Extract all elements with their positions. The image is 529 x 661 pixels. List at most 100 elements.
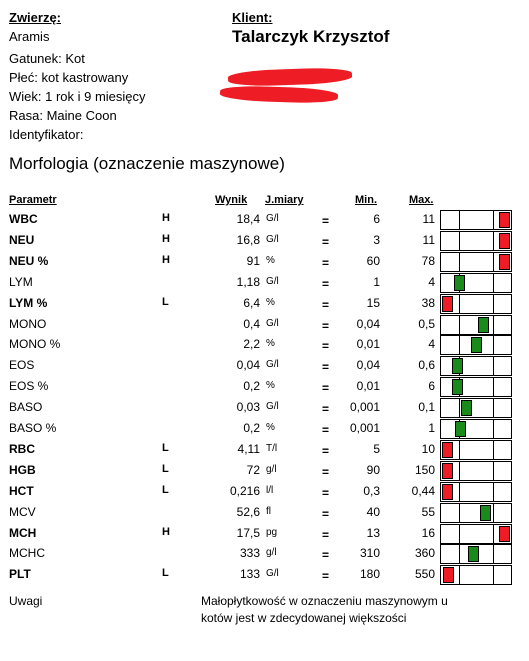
range-indicator bbox=[440, 230, 512, 251]
unit: G/l bbox=[266, 213, 279, 224]
result-value: 16,8 bbox=[236, 232, 260, 247]
animal-name: Aramis bbox=[9, 29, 50, 44]
flag-indicator: L bbox=[162, 441, 169, 454]
range-marker bbox=[451, 358, 463, 375]
result-value: 6,4 bbox=[243, 295, 260, 310]
result-value: 333 bbox=[239, 546, 260, 561]
table-row: HGB L 72 g/l = 90 150 bbox=[0, 460, 529, 481]
flag-indicator: H bbox=[162, 232, 170, 245]
range-divider bbox=[459, 482, 460, 501]
table-row: WBC H 18,4 G/l = 6 11 bbox=[0, 210, 529, 230]
range-marker bbox=[499, 253, 510, 270]
flag-indicator: L bbox=[162, 295, 169, 308]
unit: G/l bbox=[266, 233, 279, 245]
range-divider bbox=[459, 294, 460, 313]
unit: pg bbox=[266, 526, 278, 538]
animal-identifier: Identyfikator: bbox=[9, 127, 84, 142]
range-divider bbox=[493, 420, 494, 438]
equals-sign: = bbox=[322, 381, 330, 396]
range-marker bbox=[453, 274, 465, 291]
table-row: MCHC 333 g/l = 310 360 bbox=[0, 544, 529, 565]
min-value: 1 bbox=[373, 274, 380, 289]
redaction-mark bbox=[219, 84, 339, 105]
min-value: 3 bbox=[373, 232, 380, 247]
range-indicator bbox=[440, 293, 512, 314]
client-label: Klient: bbox=[232, 10, 273, 25]
max-value: 55 bbox=[421, 504, 435, 519]
remarks-line-1: Małopłytkowość w oznaczeniu maszynowym u bbox=[201, 594, 448, 608]
result-value: 0,04 bbox=[236, 358, 260, 373]
unit: l/l bbox=[266, 484, 274, 496]
range-indicator bbox=[440, 565, 512, 586]
remarks-line-2: kotów jest w zdecydowanej większości bbox=[201, 611, 407, 625]
range-marker bbox=[470, 337, 482, 354]
table-row: LYM 1,18 G/l = 1 4 bbox=[0, 272, 529, 293]
range-divider bbox=[459, 566, 460, 585]
range-divider bbox=[493, 378, 494, 397]
animal-sex: Płeć: kot kastrowany bbox=[9, 70, 129, 85]
unit: % bbox=[266, 296, 275, 308]
range-indicator bbox=[440, 419, 512, 439]
range-indicator bbox=[440, 314, 512, 335]
client-name: Talarczyk Krzysztof bbox=[232, 27, 390, 46]
min-value: 40 bbox=[366, 504, 380, 519]
animal-age: Wiek: 1 rok i 9 miesięcy bbox=[9, 89, 146, 104]
min-value: 0,04 bbox=[356, 358, 380, 373]
param-name: EOS % bbox=[9, 379, 49, 394]
animal-species: Gatunek: Kot bbox=[9, 51, 85, 66]
param-name: MONO bbox=[9, 316, 47, 331]
min-value: 0,001 bbox=[349, 400, 380, 415]
param-name: HCT bbox=[9, 483, 34, 498]
range-divider bbox=[493, 503, 494, 522]
range-divider bbox=[493, 315, 494, 334]
range-divider bbox=[493, 273, 494, 292]
table-row: BASO % 0,2% = 0,001 1 bbox=[0, 419, 529, 439]
max-value: 0,44 bbox=[411, 483, 435, 498]
section-title: Morfologia (oznaczenie maszynowe) bbox=[9, 154, 285, 173]
flag-indicator: H bbox=[162, 525, 170, 538]
unit: G/l bbox=[266, 317, 279, 329]
animal-label: Zwierzę: bbox=[9, 10, 62, 25]
range-indicator bbox=[440, 272, 512, 293]
min-value: 6 bbox=[373, 212, 380, 226]
range-divider bbox=[459, 211, 460, 229]
param-name: WBC bbox=[9, 212, 38, 226]
min-value: 0,3 bbox=[363, 483, 380, 498]
unit: fl bbox=[266, 505, 271, 517]
table-row: RBC L 4,11 T/l = 5 10 bbox=[0, 439, 529, 460]
range-marker bbox=[460, 400, 472, 417]
result-value: 4,11 bbox=[237, 441, 260, 456]
range-divider bbox=[493, 524, 494, 543]
range-marker bbox=[479, 504, 491, 521]
result-value: 18,4 bbox=[236, 212, 260, 226]
table-row: MCV 52,6 fl = 40 55 bbox=[0, 502, 529, 523]
flag-indicator: H bbox=[162, 253, 170, 266]
result-value: 0,03 bbox=[236, 400, 260, 415]
max-value: 11 bbox=[422, 232, 435, 247]
range-divider bbox=[459, 315, 460, 334]
param-name: MONO % bbox=[9, 337, 61, 352]
range-indicator bbox=[440, 544, 512, 565]
equals-sign: = bbox=[322, 443, 330, 458]
range-divider bbox=[493, 294, 494, 313]
remarks-label: Uwagi bbox=[9, 594, 43, 608]
result-value: 72 bbox=[246, 462, 260, 477]
unit: G/l bbox=[266, 275, 279, 287]
unit: % bbox=[266, 380, 275, 392]
result-value: 0,2 bbox=[243, 421, 260, 435]
table-row: PLT L 133 G/l = 180 550 bbox=[0, 565, 529, 586]
unit: T/l bbox=[266, 442, 278, 454]
range-marker bbox=[442, 567, 454, 584]
range-divider bbox=[493, 440, 494, 459]
max-value: 1 bbox=[428, 421, 435, 435]
param-name: MCHC bbox=[9, 546, 45, 561]
col-header-unit: J.miary bbox=[265, 194, 304, 206]
range-divider bbox=[459, 545, 460, 564]
param-name: MCH bbox=[9, 525, 37, 540]
range-divider bbox=[459, 252, 460, 271]
max-value: 0,6 bbox=[418, 358, 435, 373]
result-value: 52,6 bbox=[236, 504, 260, 519]
table-row: BASO 0,03 G/l = 0,001 0,1 bbox=[0, 398, 529, 419]
param-name: BASO bbox=[9, 400, 43, 415]
unit: G/l bbox=[266, 568, 279, 580]
